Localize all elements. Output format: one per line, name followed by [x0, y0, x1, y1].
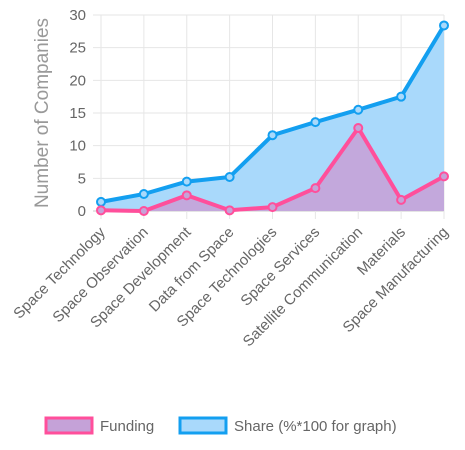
y-tick-label: 0 — [78, 203, 86, 220]
data-point[interactable] — [439, 171, 449, 182]
y-tick-label: 5 — [78, 170, 86, 187]
data-point[interactable] — [439, 20, 449, 31]
y-axis-ticks: 0 5 10 15 20 25 30 — [69, 7, 86, 220]
y-tick-label: 15 — [69, 105, 86, 122]
legend-swatch[interactable] — [44, 416, 94, 435]
data-point[interactable] — [138, 206, 149, 216]
y-tick-label: 10 — [69, 138, 86, 155]
data-point[interactable] — [353, 123, 364, 134]
data-point[interactable] — [138, 189, 149, 200]
legend-label[interactable]: Share (%*100 for graph) — [234, 418, 397, 435]
data-point[interactable] — [224, 172, 235, 183]
data-point[interactable] — [224, 205, 235, 216]
legend: Funding Share (%*100 for graph) — [44, 416, 397, 435]
y-axis-title: Number of Companies — [32, 18, 53, 208]
data-points — [96, 20, 449, 216]
y-tick-label: 20 — [69, 72, 86, 89]
series-area — [101, 128, 444, 211]
data-point[interactable] — [96, 196, 106, 207]
data-point[interactable] — [310, 117, 321, 128]
data-point[interactable] — [267, 130, 278, 141]
data-point[interactable] — [396, 91, 407, 102]
y-tick-label: 25 — [69, 40, 86, 57]
legend-swatch[interactable] — [178, 416, 228, 435]
y-tick-label: 30 — [69, 7, 86, 24]
data-point[interactable] — [181, 190, 192, 201]
data-point[interactable] — [181, 176, 192, 187]
data-point[interactable] — [267, 202, 278, 213]
legend-label[interactable]: Funding — [100, 418, 154, 435]
data-point[interactable] — [396, 194, 407, 205]
area-fills — [101, 25, 444, 211]
data-point[interactable] — [353, 104, 364, 115]
data-point[interactable] — [310, 183, 321, 194]
data-point[interactable] — [96, 205, 106, 216]
